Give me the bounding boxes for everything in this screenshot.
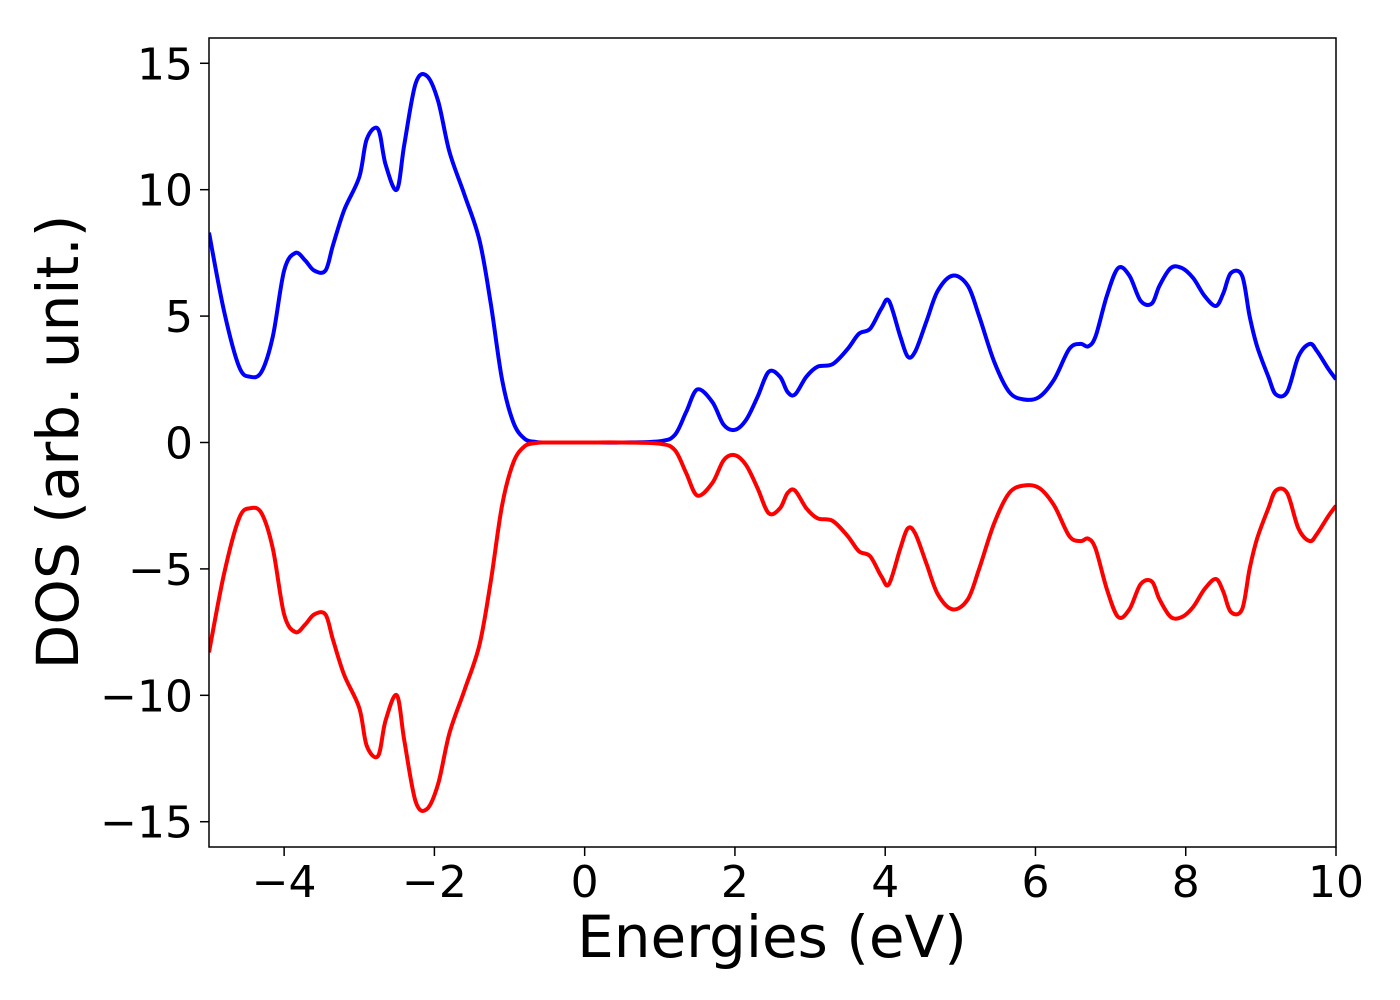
y-axis: 15 10 5 0 −5 −10 −15 [100, 39, 209, 849]
x-tick-label: −4 [252, 857, 317, 908]
y-tick-label: −10 [100, 671, 193, 722]
x-tick-label: 6 [1021, 857, 1049, 908]
x-axis: −4 −2 0 2 4 6 8 10 [252, 847, 1364, 908]
x-tick-label: 10 [1308, 857, 1364, 908]
x-tick-label: −2 [402, 857, 467, 908]
y-axis-label: DOS (arb. unit.) [24, 215, 92, 670]
series-line-1 [209, 440, 1336, 813]
x-tick-label: 0 [571, 857, 599, 908]
x-tick-label: 2 [721, 857, 749, 908]
x-tick-label: 8 [1172, 857, 1200, 908]
y-tick-label: 10 [137, 166, 193, 217]
y-tick-label: −5 [128, 545, 193, 596]
x-tick-label: 4 [871, 857, 899, 908]
x-axis-label: Energies (eV) [577, 903, 967, 971]
plot-frame [208, 37, 1337, 848]
y-tick-label: 0 [165, 419, 193, 470]
series-line-0 [209, 72, 1336, 445]
series-layer [209, 72, 1336, 813]
y-tick-label: 5 [165, 292, 193, 343]
y-tick-label: 15 [137, 39, 193, 90]
y-tick-label: −15 [100, 798, 193, 849]
